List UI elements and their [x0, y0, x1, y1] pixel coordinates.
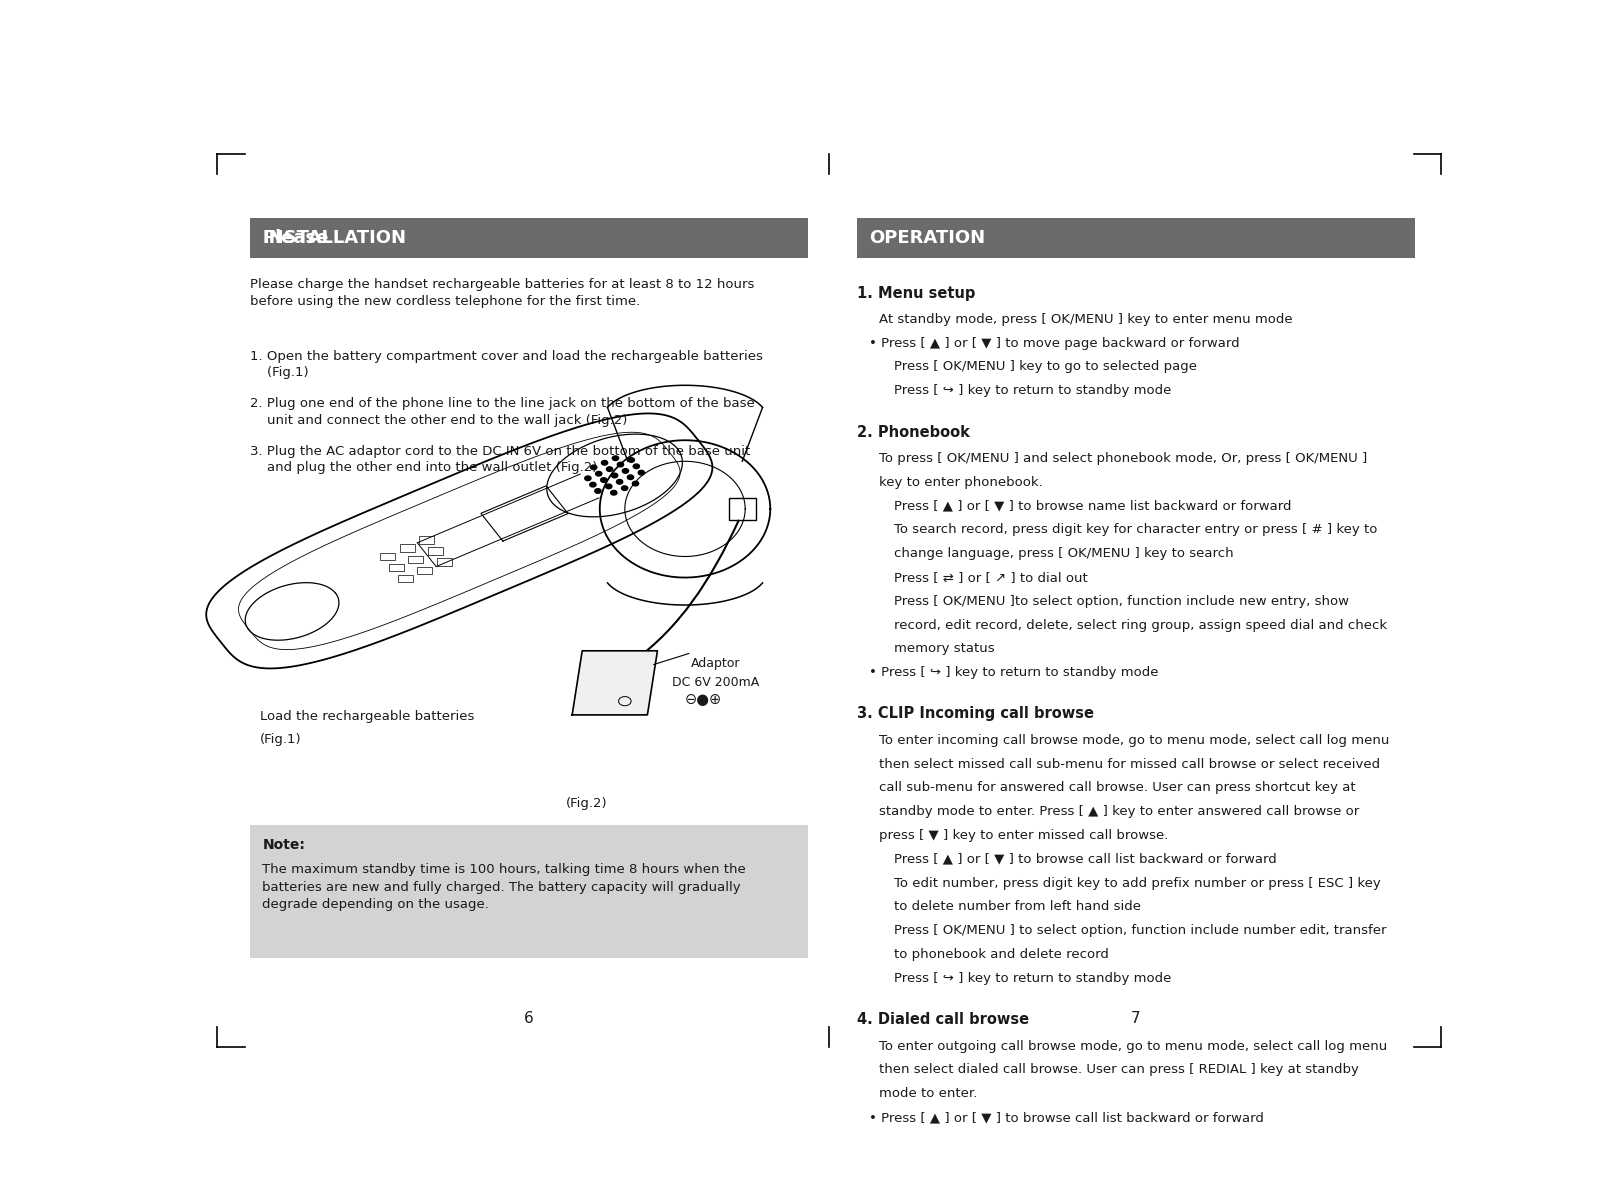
FancyBboxPatch shape: [249, 218, 807, 258]
Bar: [437, 559, 451, 566]
Text: record, edit record, delete, select ring group, assign speed dial and check: record, edit record, delete, select ring…: [895, 618, 1388, 631]
Text: key to enter phonebook.: key to enter phonebook.: [880, 476, 1044, 489]
Circle shape: [633, 482, 639, 486]
Text: standby mode to enter. Press [ ▲ ] key to enter answered call browse or: standby mode to enter. Press [ ▲ ] key t…: [880, 805, 1359, 818]
FancyBboxPatch shape: [858, 218, 1414, 258]
Bar: [427, 547, 443, 555]
Text: DC 6V 200mA: DC 6V 200mA: [673, 675, 760, 688]
FancyBboxPatch shape: [249, 825, 807, 957]
Bar: [728, 498, 757, 520]
Text: To enter outgoing call browse mode, go to menu mode, select call log menu: To enter outgoing call browse mode, go t…: [880, 1039, 1388, 1052]
Text: To press [ OK/MENU ] and select phonebook mode, Or, press [ OK/MENU ]: To press [ OK/MENU ] and select phoneboo…: [880, 452, 1367, 465]
Text: memory status: memory status: [895, 642, 995, 655]
Text: 2. Phonebook: 2. Phonebook: [858, 424, 969, 440]
Text: Press [ ↪ ] key to return to standby mode: Press [ ↪ ] key to return to standby mod…: [895, 384, 1171, 397]
Text: then select dialed call browse. User can press [ REDIAL ] key at standby: then select dialed call browse. User can…: [880, 1063, 1359, 1076]
Circle shape: [605, 484, 612, 489]
Text: to delete number from left hand side: to delete number from left hand side: [895, 900, 1141, 913]
Text: (Fig.1): (Fig.1): [260, 734, 301, 747]
Text: Note:: Note:: [262, 837, 306, 851]
Text: • Press [ ▲ ] or [ ▼ ] to browse call list backward or forward: • Press [ ▲ ] or [ ▼ ] to browse call li…: [869, 1111, 1264, 1124]
Circle shape: [621, 486, 628, 490]
Polygon shape: [573, 650, 657, 715]
Text: ⊖●⊕: ⊖●⊕: [684, 692, 722, 707]
Bar: [388, 564, 404, 571]
Text: 7: 7: [1131, 1012, 1141, 1026]
Text: 1. Open the battery compartment cover and load the rechargeable batteries
    (F: 1. Open the battery compartment cover an…: [249, 350, 762, 379]
Text: OPERATION: OPERATION: [869, 229, 985, 247]
Text: press [ ▼ ] key to enter missed call browse.: press [ ▼ ] key to enter missed call bro…: [880, 829, 1168, 842]
Circle shape: [618, 463, 623, 467]
Bar: [417, 567, 432, 574]
Text: Press [ ↪ ] key to return to standby mode: Press [ ↪ ] key to return to standby mod…: [895, 971, 1171, 984]
Text: 3. Plug the AC adaptor cord to the DC IN 6V on the bottom of the base unit
    a: 3. Plug the AC adaptor cord to the DC IN…: [249, 445, 751, 474]
Text: then select missed call sub-menu for missed call browse or select received: then select missed call sub-menu for mis…: [880, 757, 1380, 770]
Bar: [400, 545, 414, 552]
Circle shape: [584, 476, 591, 480]
Circle shape: [612, 473, 618, 478]
Text: 1. Menu setup: 1. Menu setup: [858, 285, 976, 301]
Circle shape: [607, 467, 613, 471]
Text: mode to enter.: mode to enter.: [880, 1087, 977, 1100]
Circle shape: [616, 479, 623, 484]
Text: change language, press [ OK/MENU ] key to search: change language, press [ OK/MENU ] key t…: [895, 547, 1235, 560]
Text: To edit number, press digit key to add prefix number or press [ ESC ] key: To edit number, press digit key to add p…: [895, 876, 1382, 889]
Bar: [408, 555, 424, 562]
Text: Press [ ⇄ ] or [ ↗ ] to dial out: Press [ ⇄ ] or [ ↗ ] to dial out: [895, 571, 1089, 584]
Circle shape: [600, 478, 607, 483]
Circle shape: [623, 468, 629, 473]
Text: to phonebook and delete record: to phonebook and delete record: [895, 948, 1110, 961]
Text: To enter incoming call browse mode, go to menu mode, select call log menu: To enter incoming call browse mode, go t…: [880, 734, 1390, 747]
Text: Load the rechargeable batteries: Load the rechargeable batteries: [260, 710, 474, 723]
Text: Press [ OK/MENU ] to select option, function include number edit, transfer: Press [ OK/MENU ] to select option, func…: [895, 924, 1387, 937]
Text: Press [ ▲ ] or [ ▼ ] to browse call list backward or forward: Press [ ▲ ] or [ ▼ ] to browse call list…: [895, 853, 1277, 866]
Text: • Press [ ▲ ] or [ ▼ ] to move page backward or forward: • Press [ ▲ ] or [ ▼ ] to move page back…: [869, 336, 1239, 350]
Bar: [380, 553, 395, 560]
Circle shape: [595, 471, 602, 476]
Text: To search record, press digit key for character entry or press [ # ] key to: To search record, press digit key for ch…: [895, 523, 1379, 536]
Text: Press [ OK/MENU ] key to go to selected page: Press [ OK/MENU ] key to go to selected …: [895, 360, 1197, 373]
Text: The maximum standby time is 100 hours, talking time 8 hours when the
batteries a: The maximum standby time is 100 hours, t…: [262, 863, 746, 911]
Text: INSTALLATION: INSTALLATION: [262, 229, 406, 247]
Text: 4. Dialed call browse: 4. Dialed call browse: [858, 1012, 1029, 1027]
Circle shape: [602, 460, 608, 465]
Circle shape: [637, 471, 644, 474]
Circle shape: [612, 455, 618, 460]
Circle shape: [610, 490, 616, 495]
Circle shape: [591, 465, 597, 470]
Circle shape: [595, 489, 600, 493]
Text: 3. CLIP Incoming call browse: 3. CLIP Incoming call browse: [858, 706, 1094, 722]
Text: Press [ ▲ ] or [ ▼ ] to browse name list backward or forward: Press [ ▲ ] or [ ▼ ] to browse name list…: [895, 499, 1291, 512]
Circle shape: [633, 464, 639, 468]
Bar: [419, 536, 434, 543]
Bar: [398, 575, 413, 583]
Text: Please charge the handset rechargeable batteries for at least 8 to 12 hours
befo: Please charge the handset rechargeable b…: [249, 278, 754, 308]
Circle shape: [589, 483, 595, 487]
Text: Press [ OK/MENU ]to select option, function include new entry, show: Press [ OK/MENU ]to select option, funct…: [895, 594, 1349, 608]
Text: (Fig.2): (Fig.2): [566, 798, 607, 810]
Text: Please: Please: [262, 229, 328, 247]
Text: • Press [ ↪ ] key to return to standby mode: • Press [ ↪ ] key to return to standby m…: [869, 666, 1158, 679]
Text: call sub-menu for answered call browse. User can press shortcut key at: call sub-menu for answered call browse. …: [880, 781, 1356, 794]
Text: At standby mode, press [ OK/MENU ] key to enter menu mode: At standby mode, press [ OK/MENU ] key t…: [880, 313, 1293, 326]
Circle shape: [628, 474, 634, 479]
Text: 2. Plug one end of the phone line to the line jack on the bottom of the base
   : 2. Plug one end of the phone line to the…: [249, 397, 754, 427]
Text: Adaptor: Adaptor: [691, 658, 741, 671]
Circle shape: [628, 458, 634, 463]
Text: 6: 6: [524, 1012, 534, 1026]
